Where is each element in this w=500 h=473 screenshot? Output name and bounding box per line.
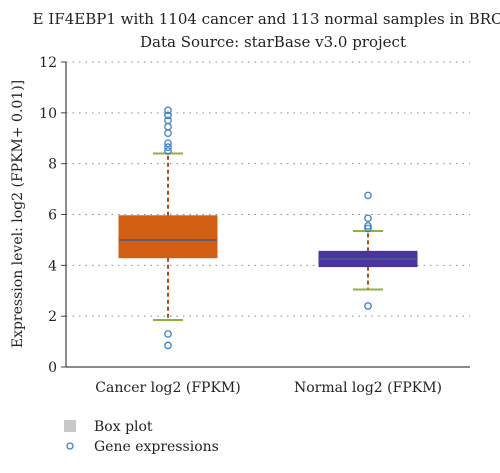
legend-label: Box plot	[94, 419, 153, 435]
legend-swatch-box	[64, 420, 76, 432]
box-group	[318, 191, 418, 310]
box-iqr	[118, 215, 218, 259]
outlier-point	[164, 111, 172, 120]
outlier-point	[364, 302, 372, 310]
y-tick-label: 8	[48, 157, 57, 173]
outlier-point	[164, 139, 172, 148]
outlier-point	[364, 214, 372, 223]
outlier-point	[164, 129, 172, 138]
legend: Box plot Gene expressions	[64, 419, 219, 455]
y-axis-label: Expression level: log2 (FPKM+ 0.01)]	[10, 80, 26, 348]
y-tick-label: 2	[48, 309, 57, 325]
box-group	[118, 106, 218, 350]
outlier-point	[164, 106, 172, 115]
y-tick-label: 12	[39, 55, 57, 71]
legend-swatch-circle	[66, 442, 74, 450]
legend-label: Gene expressions	[94, 439, 219, 455]
y-tick-label: 10	[39, 106, 57, 122]
outlier-point	[164, 116, 172, 125]
chart-subtitle: Data Source: starBase v3.0 project	[140, 33, 406, 51]
outlier-point	[164, 122, 172, 131]
outlier-point	[364, 222, 372, 230]
x-category-label: Cancer log2 (FPKM)	[95, 380, 240, 396]
y-tick-label: 6	[48, 208, 57, 224]
outlier-point	[164, 341, 172, 350]
y-tick-label: 4	[48, 258, 57, 274]
outlier-point	[164, 143, 172, 151]
outlier-point	[164, 330, 172, 338]
outlier-point	[364, 191, 372, 200]
chart-title: E IF4EBP1 with 1104 cancer and 113 norma…	[33, 10, 500, 28]
outlier-point	[164, 147, 172, 155]
outlier-point	[364, 224, 372, 233]
plot-area: 0 2 4 6 8 10 12 Cancer log2 (FPKM) Normal log2 (…	[39, 55, 470, 396]
x-category-label: Normal log2 (FPKM)	[294, 380, 442, 396]
y-tick-label: 0	[48, 360, 57, 376]
